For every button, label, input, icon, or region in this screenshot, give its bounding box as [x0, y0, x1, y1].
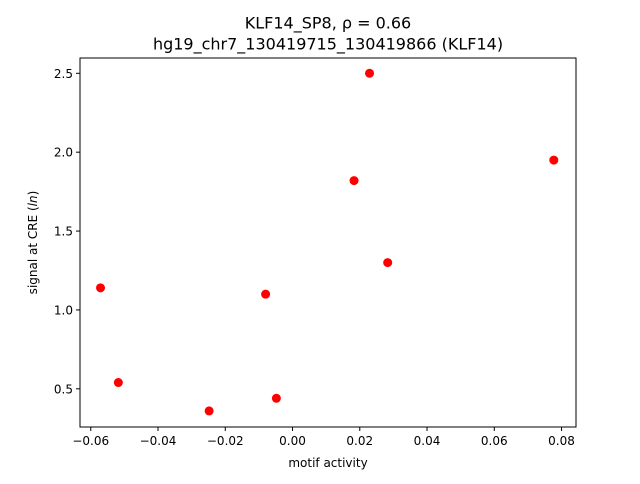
x-tick-label: −0.06 [72, 434, 109, 448]
y-tick-label: 1.5 [54, 225, 73, 239]
data-points [96, 68, 559, 416]
x-tick-label: 0.02 [346, 434, 373, 448]
data-point [271, 393, 281, 403]
x-axis-label: motif activity [288, 456, 367, 470]
x-tick-label: 0.08 [548, 434, 575, 448]
data-point [365, 68, 375, 78]
x-tick-label: −0.02 [207, 434, 244, 448]
y-axis-ticks: 0.5 1.0 1.5 2.0 2.5 [54, 67, 80, 396]
data-point [261, 289, 271, 299]
chart-title: KLF14_SP8, ρ = 0.66 [245, 14, 411, 34]
chart-subtitle: hg19_chr7_130419715_130419866 (KLF14) [153, 35, 503, 55]
x-tick-label: 0.04 [414, 434, 441, 448]
data-point [349, 176, 359, 186]
plot-frame [79, 57, 577, 428]
data-point [96, 283, 106, 293]
data-point [113, 378, 123, 388]
x-tick-label: 0.06 [481, 434, 508, 448]
y-tick-label: 2.0 [54, 146, 73, 160]
y-axis-label: signal at CRE (ln) [26, 191, 40, 295]
x-tick-label: −0.04 [140, 434, 177, 448]
data-point [383, 258, 393, 268]
data-point [204, 406, 214, 416]
y-tick-label: 0.5 [54, 382, 73, 396]
x-axis-ticks: −0.06 −0.04 −0.02 0.00 0.02 0.04 0.06 0.08 [72, 427, 575, 448]
x-tick-label: 0.00 [279, 434, 306, 448]
y-tick-label: 2.5 [54, 67, 73, 81]
data-point [549, 155, 559, 165]
y-tick-label: 1.0 [54, 303, 73, 317]
